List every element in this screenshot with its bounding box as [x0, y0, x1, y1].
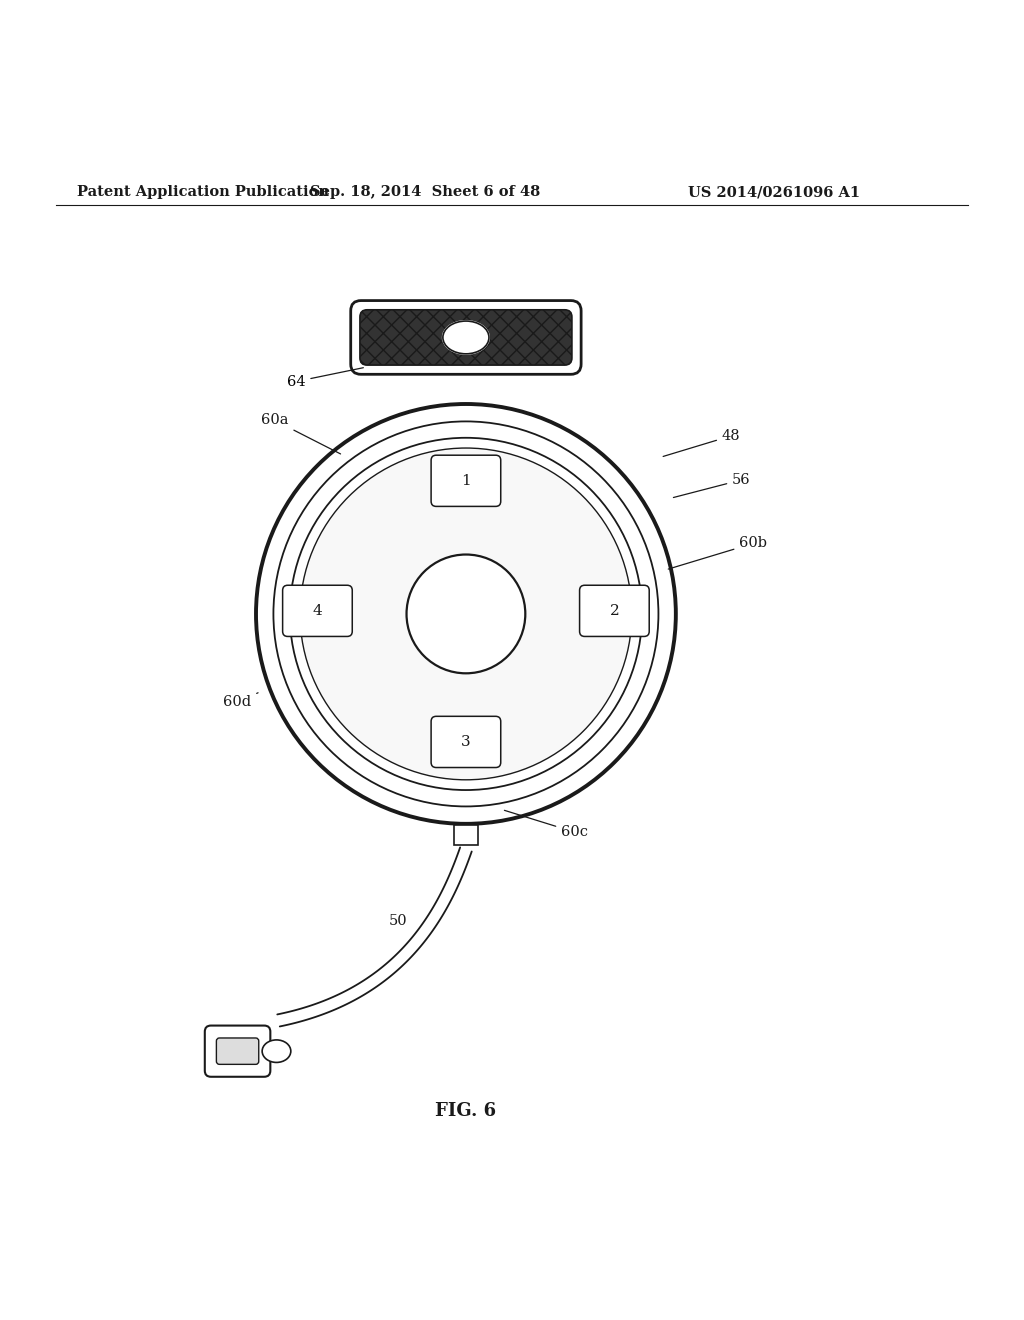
FancyBboxPatch shape	[205, 1026, 270, 1077]
Text: 4: 4	[312, 603, 323, 618]
Text: 60b: 60b	[669, 536, 767, 569]
Text: US 2014/0261096 A1: US 2014/0261096 A1	[688, 185, 860, 199]
FancyBboxPatch shape	[283, 585, 352, 636]
FancyBboxPatch shape	[431, 717, 501, 767]
Text: 60c: 60c	[505, 810, 588, 840]
Text: 3: 3	[461, 735, 471, 748]
FancyBboxPatch shape	[431, 455, 501, 507]
Text: 1: 1	[461, 474, 471, 488]
Text: 60a: 60a	[261, 413, 341, 454]
FancyBboxPatch shape	[580, 585, 649, 636]
Text: 48: 48	[664, 429, 740, 457]
FancyBboxPatch shape	[454, 825, 478, 845]
FancyBboxPatch shape	[350, 301, 582, 375]
Text: 60d: 60d	[223, 693, 258, 709]
Text: 64: 64	[287, 368, 364, 388]
Text: Sep. 18, 2014  Sheet 6 of 48: Sep. 18, 2014 Sheet 6 of 48	[310, 185, 540, 199]
Ellipse shape	[442, 321, 489, 354]
FancyBboxPatch shape	[360, 310, 571, 366]
Circle shape	[290, 438, 642, 791]
Text: 56: 56	[674, 473, 751, 498]
Text: 50: 50	[389, 915, 408, 928]
Circle shape	[256, 404, 676, 824]
Text: FIG. 6: FIG. 6	[435, 1102, 497, 1119]
Ellipse shape	[262, 1040, 291, 1063]
Circle shape	[300, 447, 632, 780]
Text: Patent Application Publication: Patent Application Publication	[77, 185, 329, 199]
FancyBboxPatch shape	[216, 1038, 259, 1064]
Text: 2: 2	[609, 603, 620, 618]
Circle shape	[407, 554, 525, 673]
